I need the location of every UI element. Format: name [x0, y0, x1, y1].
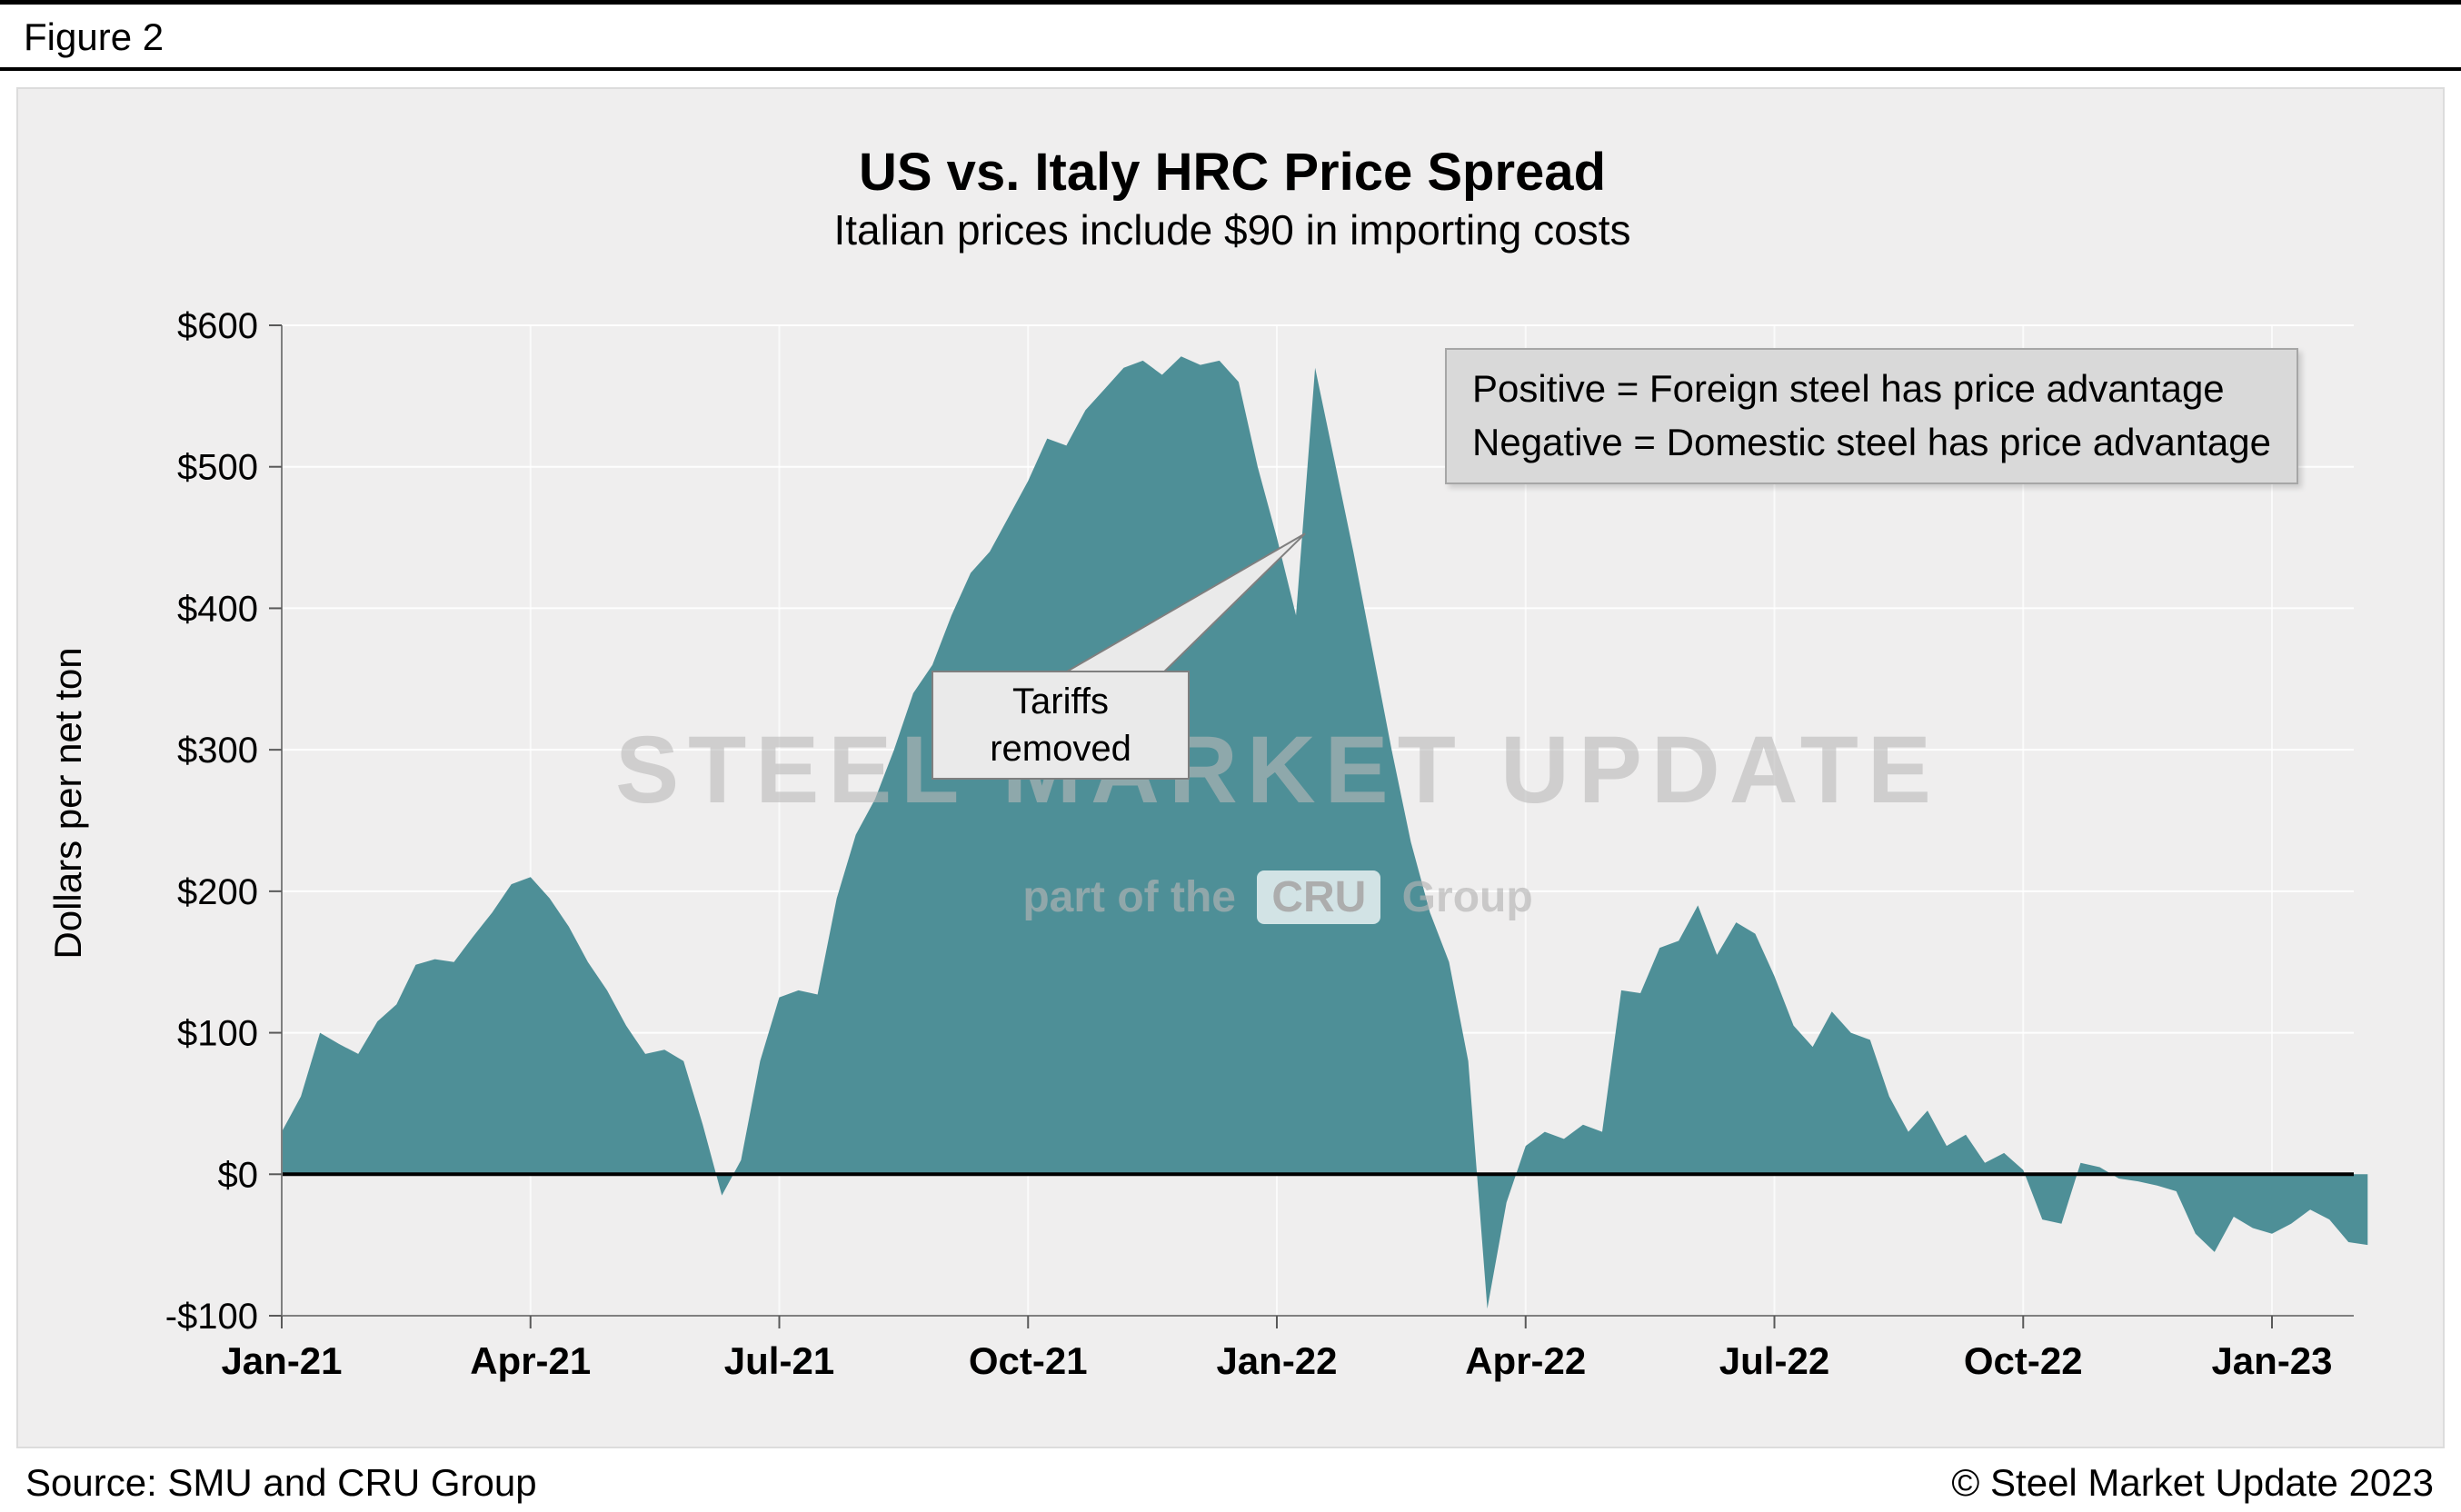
- x-tick-label: Jul-22: [1719, 1339, 1829, 1382]
- watermark-prefix: part of the: [1022, 873, 1236, 921]
- tariffs-removed-callout: Tariffs removed: [932, 671, 1190, 780]
- figure-header: Figure 2: [0, 0, 2461, 71]
- x-tick-label: Apr-21: [470, 1339, 591, 1382]
- legend-line-positive: Positive = Foreign steel has price advan…: [1472, 367, 2225, 410]
- chart-panel: -$100 $0 $100 $200 $300 $400 $500 $600 Jan-21 Apr…: [16, 87, 2445, 1448]
- x-tick-label: Apr-22: [1465, 1339, 1586, 1382]
- y-tick-label: $100: [177, 1014, 258, 1054]
- y-tick-label: $500: [177, 448, 258, 488]
- y-axis-title: Dollars per net ton: [46, 647, 89, 960]
- x-tick-label: Jan-22: [1216, 1339, 1337, 1382]
- price-spread-chart: -$100 $0 $100 $200 $300 $400 $500 $600 Jan-21 Apr…: [165, 306, 2368, 1382]
- annotation-line2: removed: [990, 729, 1131, 769]
- y-tick-label: $400: [177, 589, 258, 629]
- chart-title: US vs. Italy HRC Price Spread: [859, 143, 1606, 202]
- y-tick-label: $300: [177, 731, 258, 771]
- x-tick-label: Jan-21: [221, 1339, 342, 1382]
- x-tick-label: Oct-21: [969, 1339, 1088, 1382]
- annotation-line1: Tariffs: [1012, 681, 1109, 721]
- y-tick-label: $200: [177, 872, 258, 912]
- x-tick-label: Oct-22: [1964, 1339, 2083, 1382]
- x-tick-label: Jul-21: [724, 1339, 834, 1382]
- y-tick-label: $600: [177, 306, 258, 346]
- watermark-suffix: Group: [1401, 873, 1533, 921]
- legend-note-box: Positive = Foreign steel has price advan…: [1445, 348, 2298, 484]
- footer: Source: SMU and CRU Group © Steel Market…: [0, 1456, 2461, 1510]
- watermark-text: STEEL MARKET UPDATE: [615, 717, 1940, 823]
- figure-label: Figure 2: [24, 15, 164, 58]
- y-tick-label: -$100: [165, 1297, 258, 1337]
- x-tick-label: Jan-23: [2211, 1339, 2332, 1382]
- area-series: [282, 356, 2368, 1309]
- legend-line-negative: Negative = Domestic steel has price adva…: [1472, 420, 2271, 463]
- chart-subtitle: Italian prices include $90 in importing …: [833, 206, 1631, 254]
- copyright-note: © Steel Market Update 2023: [1951, 1461, 2434, 1504]
- source-note: Source: SMU and CRU Group: [25, 1461, 537, 1504]
- cru-logo: CRU: [1257, 870, 1381, 924]
- watermark-subtext: part of the CRU Group: [642, 870, 1914, 924]
- y-tick-label: $0: [218, 1155, 259, 1195]
